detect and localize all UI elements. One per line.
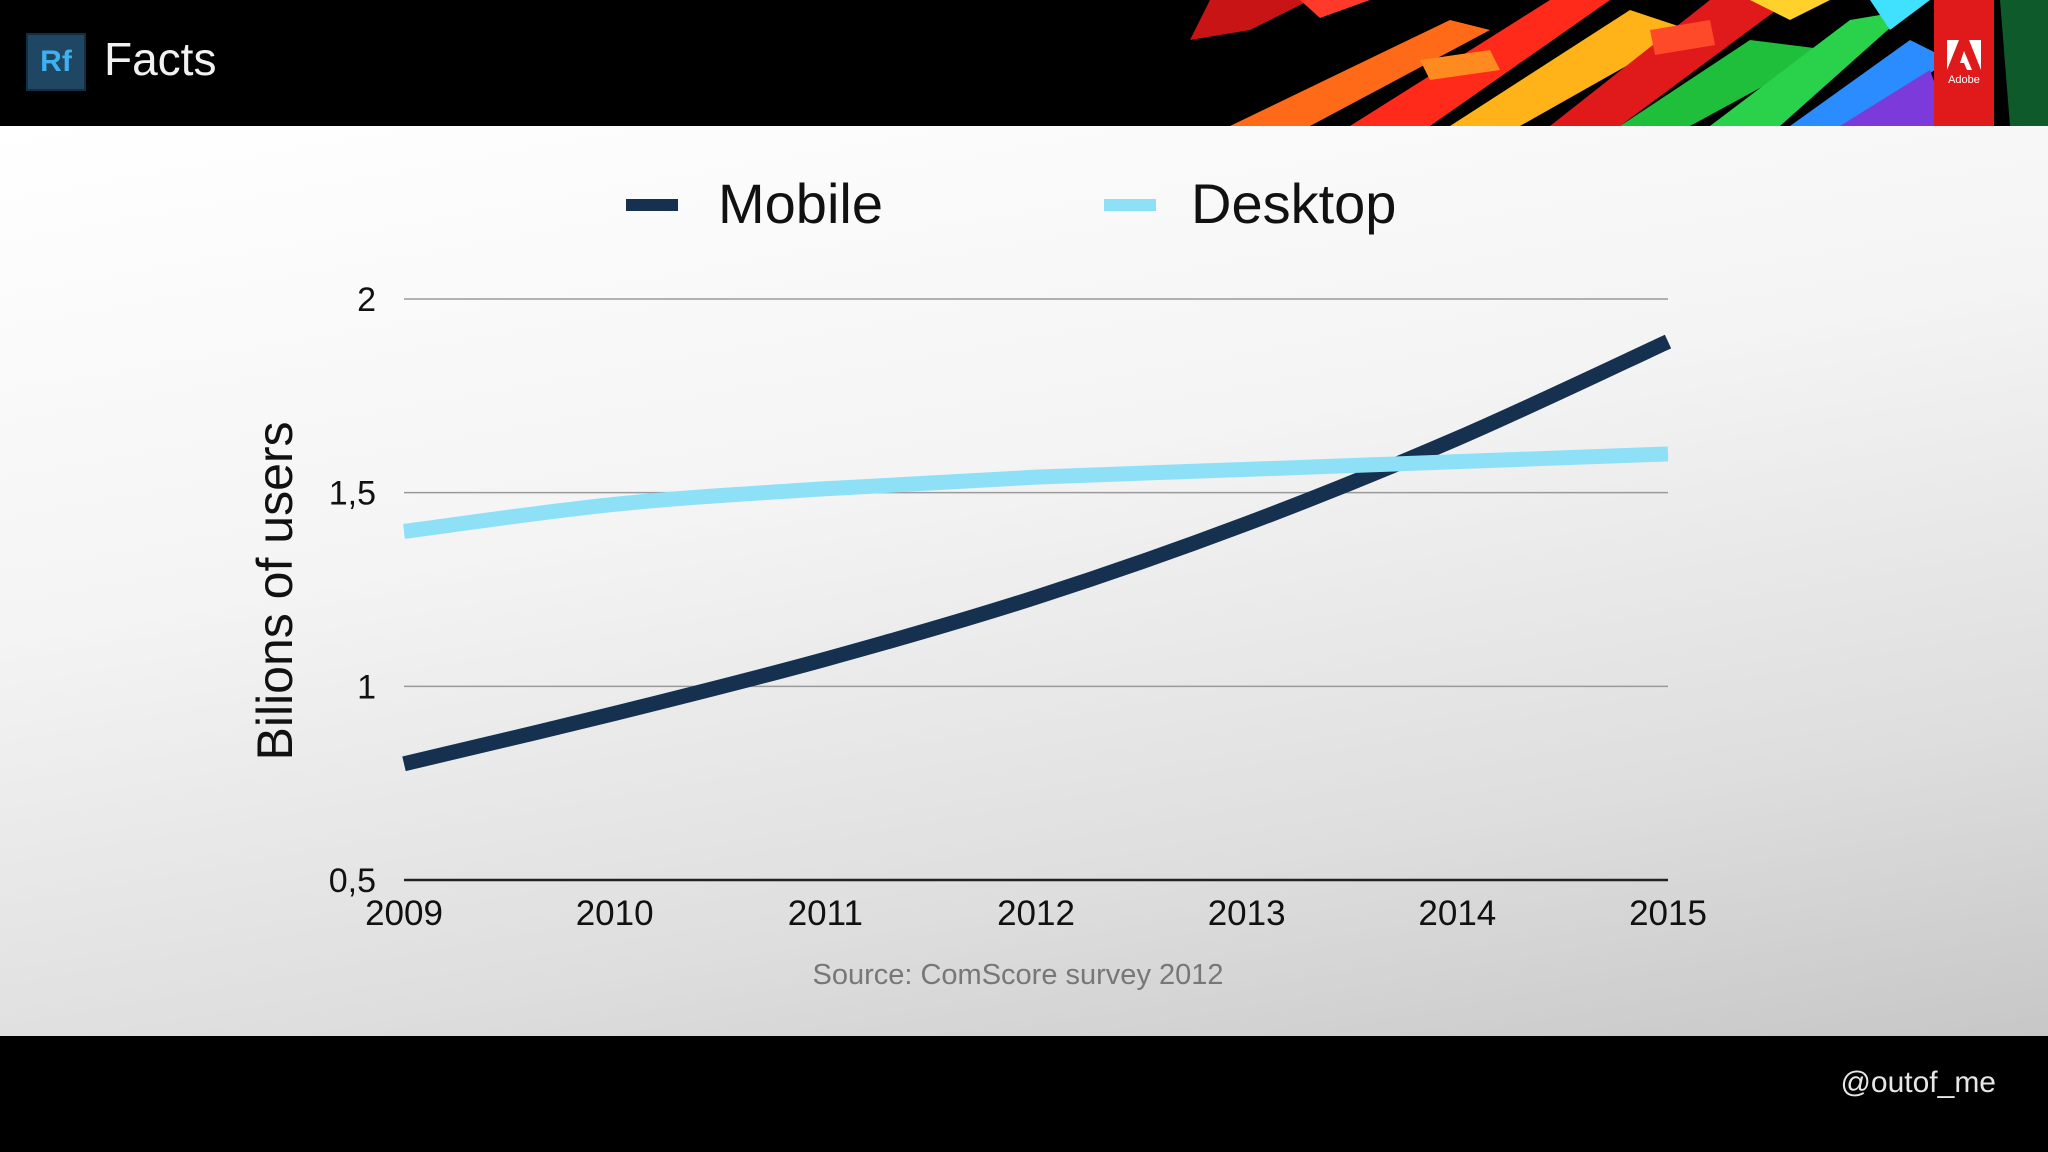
adobe-logo: Adobe [1934, 0, 1994, 126]
legend-swatch-desktop [1104, 199, 1156, 211]
x-tick-label: 2013 [1208, 894, 1286, 933]
legend-swatch-mobile [626, 199, 678, 211]
source-note: Source: ComScore survey 2012 [812, 959, 1223, 991]
adobe-logo-text: Adobe [1948, 74, 1980, 86]
slide-title: Facts [104, 33, 217, 85]
x-tick-label: 2015 [1629, 894, 1707, 933]
chart-area: 0,5 1 1,5 2 2009 2010 2011 2012 2013 2014 2015 Mo… [0, 126, 2048, 1036]
y-tick-label: 2 [357, 281, 376, 319]
y-tick-label: 1 [357, 668, 376, 706]
bottom-bar: @outof_me [0, 1036, 2048, 1152]
app-badge: Rf [26, 33, 86, 91]
author-handle: @outof_me [1840, 1066, 1996, 1099]
line-chart: 0,5 1 1,5 2 2009 2010 2011 2012 2013 2014 2015 Mo… [247, 172, 1707, 991]
y-tick-label: 0,5 [329, 862, 376, 900]
x-tick-label: 2012 [997, 894, 1075, 933]
x-tick-label: 2009 [365, 894, 443, 933]
y-tick-label: 1,5 [329, 475, 376, 513]
banner-artwork [1190, 0, 2048, 126]
x-tick-label: 2014 [1418, 894, 1496, 933]
series-line-desktop [403, 446, 1669, 539]
x-tick-label: 2011 [788, 894, 863, 933]
adobe-logo-icon [1947, 40, 1981, 70]
y-axis-title: Bilions of users [247, 421, 303, 760]
legend-label-desktop: Desktop [1191, 172, 1396, 235]
series-line-mobile [402, 334, 1672, 772]
x-tick-label: 2010 [576, 894, 654, 933]
legend-label-mobile: Mobile [718, 172, 883, 235]
top-bar: Rf Facts Adobe [0, 0, 2048, 126]
